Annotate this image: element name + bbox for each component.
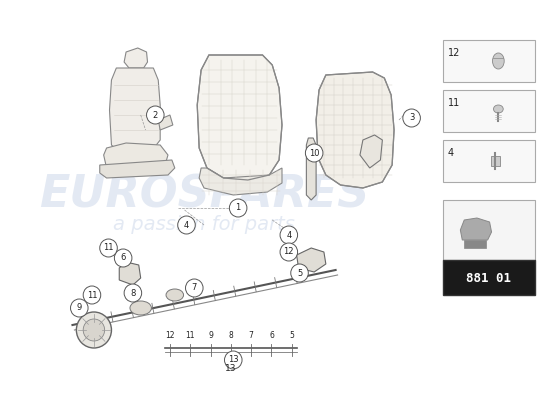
Text: 11: 11 <box>448 98 460 108</box>
Polygon shape <box>158 115 173 130</box>
Polygon shape <box>197 55 282 180</box>
Text: 1: 1 <box>235 204 241 212</box>
Text: 2: 2 <box>153 110 158 120</box>
Polygon shape <box>360 135 382 168</box>
Polygon shape <box>316 72 394 188</box>
Circle shape <box>224 351 242 369</box>
Circle shape <box>403 109 420 127</box>
Circle shape <box>280 226 298 244</box>
Circle shape <box>83 286 101 304</box>
Circle shape <box>83 319 104 341</box>
Text: 12: 12 <box>284 248 294 256</box>
Text: 5: 5 <box>289 331 294 340</box>
Text: 11: 11 <box>185 331 195 340</box>
Text: 12: 12 <box>448 48 460 58</box>
Text: EUROSPARES: EUROSPARES <box>39 174 369 216</box>
FancyBboxPatch shape <box>443 200 535 260</box>
FancyBboxPatch shape <box>491 156 501 166</box>
Polygon shape <box>296 248 326 272</box>
FancyBboxPatch shape <box>464 240 486 248</box>
Polygon shape <box>124 48 147 68</box>
FancyBboxPatch shape <box>443 40 535 82</box>
Text: 4: 4 <box>448 148 454 158</box>
Text: 9: 9 <box>76 304 82 312</box>
Circle shape <box>229 199 247 217</box>
Text: a passion for parts: a passion for parts <box>113 216 295 234</box>
Polygon shape <box>460 218 492 240</box>
Ellipse shape <box>166 289 184 301</box>
Text: 6: 6 <box>269 331 274 340</box>
Polygon shape <box>109 68 160 158</box>
Text: 12: 12 <box>165 331 175 340</box>
Polygon shape <box>306 138 316 200</box>
Circle shape <box>185 279 203 297</box>
Text: 10: 10 <box>309 148 320 158</box>
Text: 881 01: 881 01 <box>466 272 511 284</box>
Polygon shape <box>103 143 168 172</box>
Circle shape <box>124 284 142 302</box>
Text: 13: 13 <box>228 356 239 364</box>
Text: 9: 9 <box>208 331 213 340</box>
FancyBboxPatch shape <box>443 140 535 182</box>
Circle shape <box>146 106 164 124</box>
Text: 3: 3 <box>409 114 414 122</box>
Text: 6: 6 <box>120 254 126 262</box>
Ellipse shape <box>130 301 151 315</box>
Circle shape <box>100 239 117 257</box>
Ellipse shape <box>493 105 503 113</box>
Circle shape <box>114 249 132 267</box>
FancyBboxPatch shape <box>443 90 535 132</box>
Polygon shape <box>119 262 141 285</box>
FancyBboxPatch shape <box>443 260 535 295</box>
Circle shape <box>178 216 195 234</box>
Text: 4: 4 <box>286 230 292 240</box>
Text: 7: 7 <box>191 284 197 292</box>
Text: 13: 13 <box>225 364 236 373</box>
Text: 8: 8 <box>130 288 136 298</box>
Text: 11: 11 <box>103 244 114 252</box>
Text: 8: 8 <box>228 331 233 340</box>
Text: 5: 5 <box>297 268 302 278</box>
Ellipse shape <box>492 53 504 69</box>
Text: 11: 11 <box>87 290 97 300</box>
Polygon shape <box>199 168 282 195</box>
Text: 4: 4 <box>184 220 189 230</box>
Circle shape <box>305 144 323 162</box>
Circle shape <box>76 312 112 348</box>
Circle shape <box>280 243 298 261</box>
Text: 7: 7 <box>249 331 254 340</box>
Polygon shape <box>100 160 175 178</box>
Circle shape <box>291 264 309 282</box>
Circle shape <box>70 299 88 317</box>
